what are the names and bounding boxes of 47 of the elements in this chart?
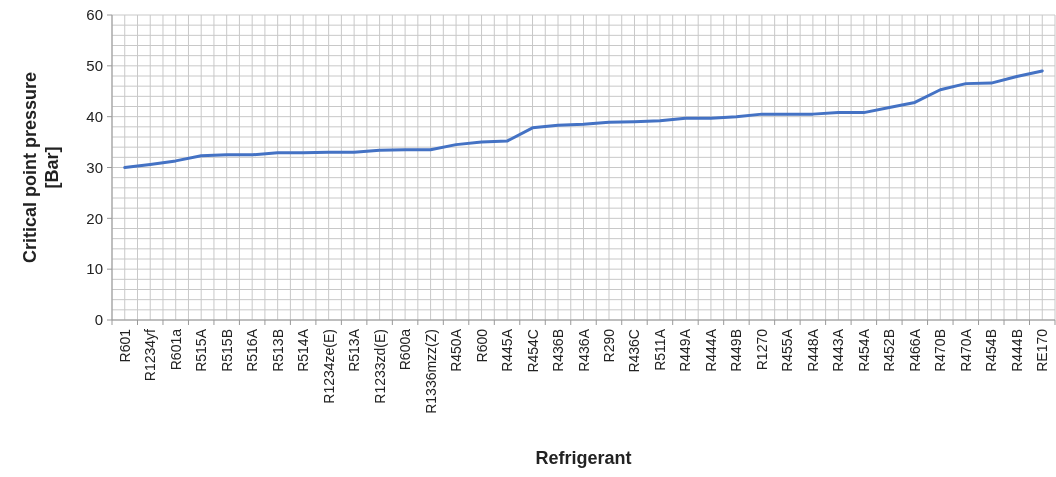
x-tick-label: R436A [575, 328, 592, 372]
x-tick-label: R600 [473, 328, 490, 363]
x-tick-label: R1234ze(E) [320, 329, 337, 404]
x-tick-label: R445A [499, 328, 516, 372]
x-tick-label: R1233zd(E) [371, 329, 388, 404]
x-tick-label: R450A [448, 328, 465, 372]
x-tick-label: R601a [167, 328, 184, 371]
y-tick-label: 0 [94, 311, 103, 329]
x-tick-label: R444B [1008, 329, 1025, 372]
x-tick-label: R290 [600, 328, 617, 363]
y-tick-label: 20 [86, 209, 103, 227]
x-axis-title: Refrigerant [535, 448, 632, 468]
y-axis-title: Critical point pressure [Bar] [20, 71, 62, 264]
y-tick-label: 40 [86, 107, 103, 125]
y-tick-label: 30 [86, 158, 103, 176]
x-tick-label: R515B [218, 329, 235, 372]
x-tick-label: R448A [804, 328, 821, 372]
x-tick-label: R454C [524, 329, 541, 373]
line-series [123, 69, 1044, 169]
x-tick-label: RE170 [1034, 328, 1051, 372]
x-tick-label: R449A [677, 328, 694, 372]
x-tick-label: R454A [855, 328, 872, 372]
x-tick-label: R436C [626, 329, 643, 373]
x-tick-label: R1234yf [142, 328, 159, 382]
x-tick-label: R514A [295, 328, 312, 372]
x-tick-label: R1336mzz(Z) [422, 329, 439, 414]
x-tick-label: R452B [881, 329, 898, 372]
x-tick-label: R600a [397, 328, 414, 371]
x-tick-label: R466A [906, 328, 923, 372]
x-tick-label: R513A [346, 328, 363, 372]
x-tick-label: R454B [983, 329, 1000, 372]
x-tick-label: R513B [269, 329, 286, 372]
x-tick-label: R444A [702, 328, 719, 372]
x-tick-label: R511A [651, 328, 668, 371]
y-tick-label: 60 [86, 6, 103, 24]
y-tick-label: 50 [86, 57, 103, 75]
x-tick-label: R601 [116, 328, 133, 363]
x-tick-label: R470A [957, 328, 974, 372]
x-tick-label: R470B [932, 329, 949, 372]
x-tick-label: R443A [830, 328, 847, 372]
x-tick-label: R449B [728, 329, 745, 372]
x-tick-label: R1270 [753, 328, 770, 371]
x-tick-label: R436B [550, 329, 567, 372]
x-tick-label: R516A [244, 328, 261, 372]
y-tick-label: 10 [86, 260, 103, 278]
x-tick-label: R515A [193, 328, 210, 372]
x-tick-label: R455A [779, 328, 796, 372]
